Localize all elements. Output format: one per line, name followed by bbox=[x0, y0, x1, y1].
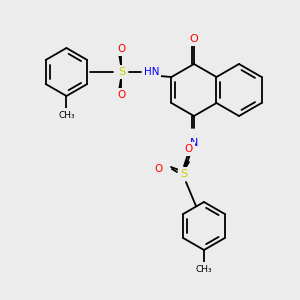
Text: N: N bbox=[190, 138, 198, 148]
Text: S: S bbox=[118, 67, 125, 77]
Text: O: O bbox=[155, 164, 163, 174]
Text: HN: HN bbox=[144, 67, 159, 77]
Text: O: O bbox=[117, 44, 126, 54]
Text: S: S bbox=[180, 169, 188, 179]
Text: O: O bbox=[185, 144, 193, 154]
Text: CH₃: CH₃ bbox=[58, 110, 75, 119]
Text: CH₃: CH₃ bbox=[196, 265, 212, 274]
Text: O: O bbox=[117, 90, 126, 100]
Text: O: O bbox=[190, 34, 198, 44]
